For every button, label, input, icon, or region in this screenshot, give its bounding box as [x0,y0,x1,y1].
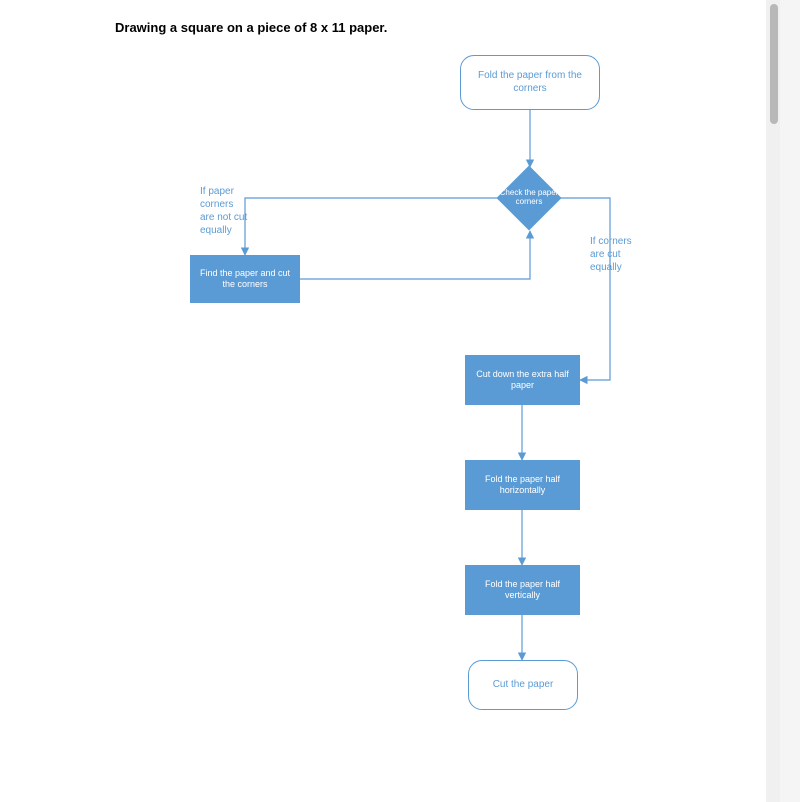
flow-node-label: Cut the paper [493,679,554,692]
scrollbar-track[interactable] [766,0,780,802]
scrollbar-thumb[interactable] [770,4,778,124]
page-title: Drawing a square on a piece of 8 x 11 pa… [115,20,387,35]
flowchart-edges [0,0,780,802]
document-page: Drawing a square on a piece of 8 x 11 pa… [0,0,780,802]
branch-label-equal: If cornersare cutequally [590,235,632,274]
flow-node-decision: Check the paper corners [506,175,552,221]
flow-node-start: Fold the paper from the corners [460,55,600,110]
branch-label-not-equal: If papercornersare not cutequally [200,185,247,237]
flow-node-label: Fold the paper from the corners [469,70,591,95]
flow-node-process: Fold the paper half vertically [465,565,580,615]
flow-node-label: Check the paper corners [497,175,561,221]
flow-node-process: Fold the paper half horizontally [465,460,580,510]
flow-node-label: Cut down the extra half paper [471,369,574,392]
flow-node-process: Find the paper and cut the corners [190,255,300,303]
flow-node-process: Cut down the extra half paper [465,355,580,405]
flow-node-label: Find the paper and cut the corners [196,268,294,291]
flow-node-end: Cut the paper [468,660,578,710]
flow-node-label: Fold the paper half horizontally [471,474,574,497]
flow-node-label: Fold the paper half vertically [471,579,574,602]
